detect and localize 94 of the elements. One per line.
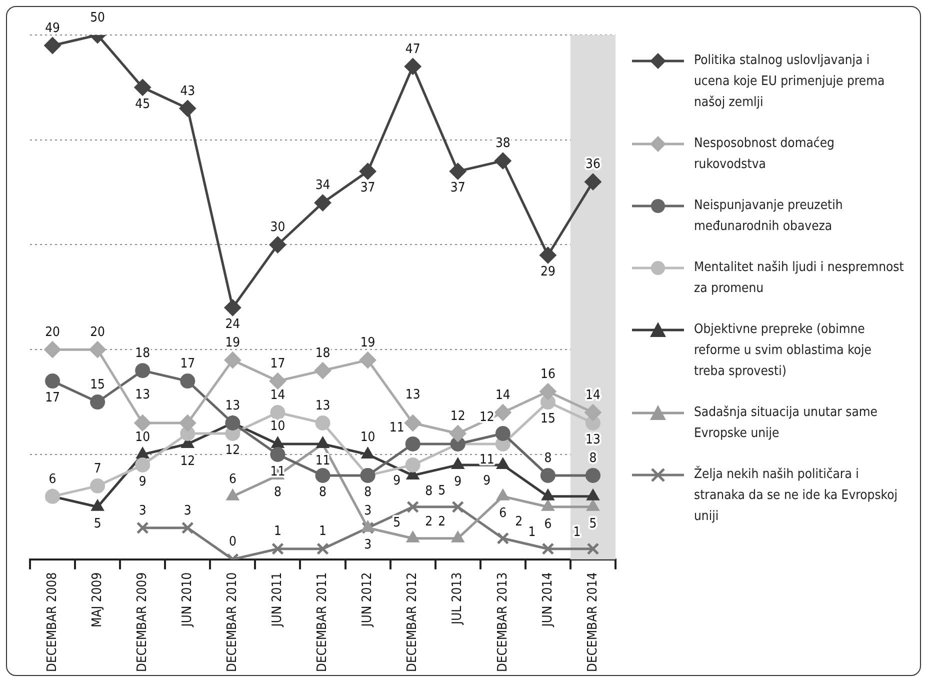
data-label: 1 <box>573 525 581 540</box>
x-tick-label: JUN 2014 <box>540 572 556 628</box>
data-label: 8 <box>425 484 433 499</box>
data-label: 50 <box>90 10 106 26</box>
data-label: 6 <box>499 506 507 521</box>
data-label: 47 <box>405 42 420 57</box>
x-tick-label: DECEMBAR 2012 <box>405 572 420 672</box>
data-label: 10 <box>270 418 286 434</box>
data-label: 43 <box>180 84 196 99</box>
data-label: 15 <box>90 377 106 392</box>
data-label: 17 <box>270 356 286 372</box>
data-label: 20 <box>90 324 106 340</box>
data-label: 12 <box>450 408 466 424</box>
legend-label: Nesposobnost domaćeg rukovodstva <box>694 135 836 174</box>
data-label: 10 <box>135 430 150 445</box>
data-label: 8 <box>364 484 372 500</box>
data-label: 20 <box>45 324 60 340</box>
data-label: 18 <box>135 346 150 361</box>
data-label: 11 <box>389 420 404 436</box>
x-tick-label: MAJ 2009 <box>90 572 105 628</box>
data-label: 37 <box>450 180 466 196</box>
data-label: 5 <box>393 515 401 530</box>
data-label: 14 <box>270 388 286 403</box>
data-label: 38 <box>495 136 510 152</box>
x-tick-label: DECEMBAR 2008 <box>44 572 60 672</box>
data-label: 34 <box>315 178 330 194</box>
x-tick-label: DECEMBAR 2013 <box>495 572 510 672</box>
data-label: 29 <box>540 264 556 280</box>
data-label: 13 <box>586 432 600 448</box>
data-label: 5 <box>438 483 446 498</box>
x-tick-label: JUN 2011 <box>270 572 286 628</box>
data-label: 3 <box>138 503 146 518</box>
data-label: 37 <box>360 180 376 196</box>
data-label: 19 <box>225 335 240 350</box>
data-label: 8 <box>274 484 282 500</box>
data-label: 3 <box>364 503 372 518</box>
data-label: 1 <box>274 524 282 540</box>
data-label: 13 <box>135 387 150 402</box>
data-label: 16 <box>540 366 556 382</box>
data-label: 13 <box>225 398 240 414</box>
data-label: 13 <box>405 387 420 402</box>
data-label: 12 <box>479 410 494 425</box>
data-label: 24 <box>225 317 240 332</box>
x-tick-label: JUN 2012 <box>360 572 376 628</box>
x-tick-label: DECEMBAR 2009 <box>134 572 150 672</box>
legend-label: Objektivne prepreke (obimne reforme u svim oblastima koje treba sprovesti) <box>694 321 872 381</box>
data-label: 9 <box>454 474 462 490</box>
data-label: 45 <box>135 96 150 112</box>
data-label: 7 <box>94 461 102 476</box>
legend-label: Politika stalnog uslovljavanja i ucena koje EU primenjuje prema našoj zemlji <box>694 52 886 112</box>
data-label: 11 <box>479 452 494 468</box>
legend-label: Neispunjavanje preuzetih međunarodnih obaveza <box>694 197 844 236</box>
data-label: 6 <box>544 516 552 532</box>
data-label: 14 <box>495 388 510 403</box>
data-label: 36 <box>586 157 600 172</box>
x-tick-label: DECEMBAR 2011 <box>315 572 330 672</box>
data-label: 3 <box>184 503 192 518</box>
data-label: 8 <box>589 450 597 466</box>
legend-label: Mentalitet naših ljudi i nespremnost za promenu <box>694 259 904 298</box>
data-label: 2 <box>438 514 446 530</box>
data-label: 17 <box>45 390 60 406</box>
data-label: 8 <box>319 484 326 500</box>
data-label: 6 <box>228 472 236 487</box>
data-label: 1 <box>319 524 326 540</box>
data-label: 5 <box>589 516 597 532</box>
data-label: 9 <box>393 473 401 488</box>
data-label: 1 <box>528 525 536 540</box>
x-tick-label: JUN 2010 <box>180 572 196 628</box>
legend-label: Sadašnja situacija unutar same Evropske unije <box>694 404 879 443</box>
x-tick-label: JUL 2013 <box>450 572 466 626</box>
data-label: 6 <box>48 472 56 487</box>
data-label: 3 <box>364 537 372 552</box>
data-label: 12 <box>180 454 196 469</box>
data-label: 10 <box>360 430 376 445</box>
data-label: 49 <box>45 20 60 36</box>
data-label: 14 <box>586 388 600 403</box>
data-label: 9 <box>483 473 491 488</box>
data-label: 2 <box>515 514 523 530</box>
x-tick-label: DECEMBAR 2014 <box>585 572 600 672</box>
legend-label: Želja nekih naših političara i stranaka da se ne ide ka Evropskoj uniji <box>694 464 899 526</box>
data-label: 19 <box>360 335 376 350</box>
x-tick-label: DECEMBAR 2010 <box>225 572 240 672</box>
data-label: 5 <box>94 516 102 532</box>
data-label: 15 <box>540 411 556 426</box>
data-label: 18 <box>315 346 330 361</box>
data-label: 13 <box>315 398 330 414</box>
data-label: 11 <box>315 453 330 468</box>
data-label: 9 <box>138 474 146 490</box>
data-label: 17 <box>180 356 196 372</box>
data-label: 30 <box>270 220 286 236</box>
data-label: 0 <box>228 534 236 550</box>
data-label: 2 <box>425 514 433 530</box>
data-label: 8 <box>544 450 552 466</box>
data-label: 12 <box>225 442 240 458</box>
